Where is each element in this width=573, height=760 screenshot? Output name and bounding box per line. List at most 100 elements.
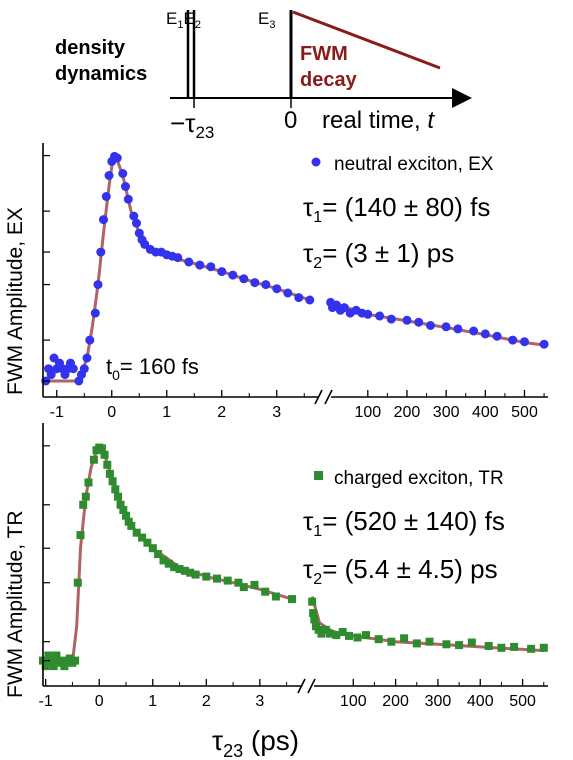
data-point (79, 500, 88, 509)
data-point (425, 637, 434, 646)
data-point (261, 587, 270, 596)
data-point (81, 492, 90, 501)
data-point (386, 314, 396, 324)
data-point (118, 169, 128, 178)
data-point (111, 485, 120, 494)
data-point (484, 642, 493, 650)
data-point (272, 284, 282, 294)
data-point (79, 364, 89, 374)
data-point (353, 633, 362, 642)
data-point (453, 324, 463, 334)
legend-label-tr: charged exciton, TR (334, 468, 504, 489)
data-point (105, 469, 114, 478)
data-point (46, 370, 56, 380)
data-point (184, 257, 194, 267)
data-point (138, 533, 147, 542)
data-point (154, 550, 163, 559)
data-point (119, 506, 128, 515)
data-point (116, 500, 125, 509)
data-point (101, 192, 111, 201)
data-point (375, 311, 385, 321)
data-point (250, 278, 260, 288)
data-point (332, 631, 341, 640)
legend-marker-tr (314, 471, 323, 480)
data-point (127, 521, 136, 530)
data-point (345, 631, 353, 640)
x-tick-label: -1 (50, 404, 64, 421)
x-tick-label: 3 (255, 693, 264, 710)
density-label-line2: dynamics (55, 63, 147, 85)
data-point (442, 640, 451, 649)
data-point (85, 335, 95, 345)
data-point (96, 247, 106, 257)
x-tick-label: 2 (217, 404, 226, 421)
data-point (239, 583, 248, 592)
panel-ex: FWM Amplitude, EX -1 0 1 2 3 100 200 300 400 500 … (4, 143, 549, 421)
data-point (362, 631, 370, 640)
data-point (217, 267, 227, 277)
data-point (497, 643, 506, 652)
x-tick-label: 100 (340, 693, 367, 710)
label-e1: E1E2 (166, 9, 201, 31)
data-point (202, 572, 211, 581)
x-tick-label: 500 (511, 404, 538, 421)
data-point (412, 639, 421, 648)
data-point (100, 450, 109, 459)
data-point (467, 638, 476, 647)
data-point (455, 641, 464, 650)
x-tick-label: 200 (394, 404, 421, 421)
data-point (414, 317, 424, 327)
x-tick-label: 0 (95, 693, 104, 710)
fit-curve-left (45, 154, 311, 383)
data-point (206, 262, 216, 272)
ex-axes: -1 0 1 2 3 100 200 300 400 500 (42, 143, 548, 421)
fwm-label-line2: decay (300, 69, 358, 91)
data-point (112, 153, 122, 163)
data-point (104, 171, 114, 180)
data-point (305, 295, 315, 305)
panel-tr: FWM Amplitude, TR -1 0 1 2 3 100 200 300 400 500 … (4, 423, 548, 760)
data-point (52, 651, 61, 660)
data-point (239, 274, 249, 284)
data-point (180, 566, 189, 575)
x-tick-label: 400 (472, 404, 499, 421)
axis-break-2 (324, 389, 333, 405)
data-point (97, 444, 106, 453)
data-point (71, 656, 80, 665)
x-tick-label: 300 (425, 693, 452, 710)
data-point (326, 629, 334, 638)
data-point (84, 478, 93, 487)
data-point (186, 568, 195, 577)
data-point (122, 511, 130, 520)
data-point (124, 517, 133, 526)
data-point (170, 563, 179, 572)
axis-break-1 (297, 678, 306, 694)
tr-tau1: τ1= (520 ± 140) fs (303, 506, 505, 540)
data-point (73, 578, 82, 587)
data-point (271, 592, 280, 601)
x-tick-label: 1 (148, 693, 157, 710)
x-tick-label: 3 (272, 404, 281, 421)
data-point (387, 637, 396, 646)
data-point (65, 654, 74, 663)
data-point (234, 578, 243, 587)
data-point (195, 260, 205, 270)
axis-break-1 (314, 389, 323, 405)
x-tick-label: 100 (354, 404, 381, 421)
data-point (228, 270, 238, 280)
data-point (213, 574, 221, 583)
x-tick-label: 0 (107, 404, 116, 421)
data-point (469, 326, 479, 336)
x-tick-label: 2 (202, 693, 211, 710)
data-point (309, 609, 318, 618)
x-tick-label: 300 (433, 404, 460, 421)
tr-marks (39, 443, 548, 671)
tau23-label: −τ23 (170, 108, 214, 142)
data-point (539, 339, 549, 349)
legend-label-ex: neutral exciton, EX (334, 154, 494, 175)
data-point (99, 215, 108, 225)
data-point (89, 455, 98, 464)
data-point (310, 615, 319, 624)
data-point (283, 288, 293, 298)
data-point (492, 331, 502, 341)
